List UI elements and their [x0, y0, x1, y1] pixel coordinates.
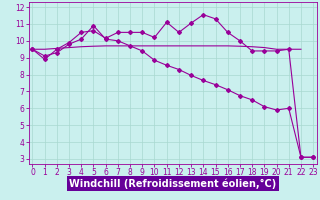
X-axis label: Windchill (Refroidissement éolien,°C): Windchill (Refroidissement éolien,°C)	[69, 179, 276, 189]
